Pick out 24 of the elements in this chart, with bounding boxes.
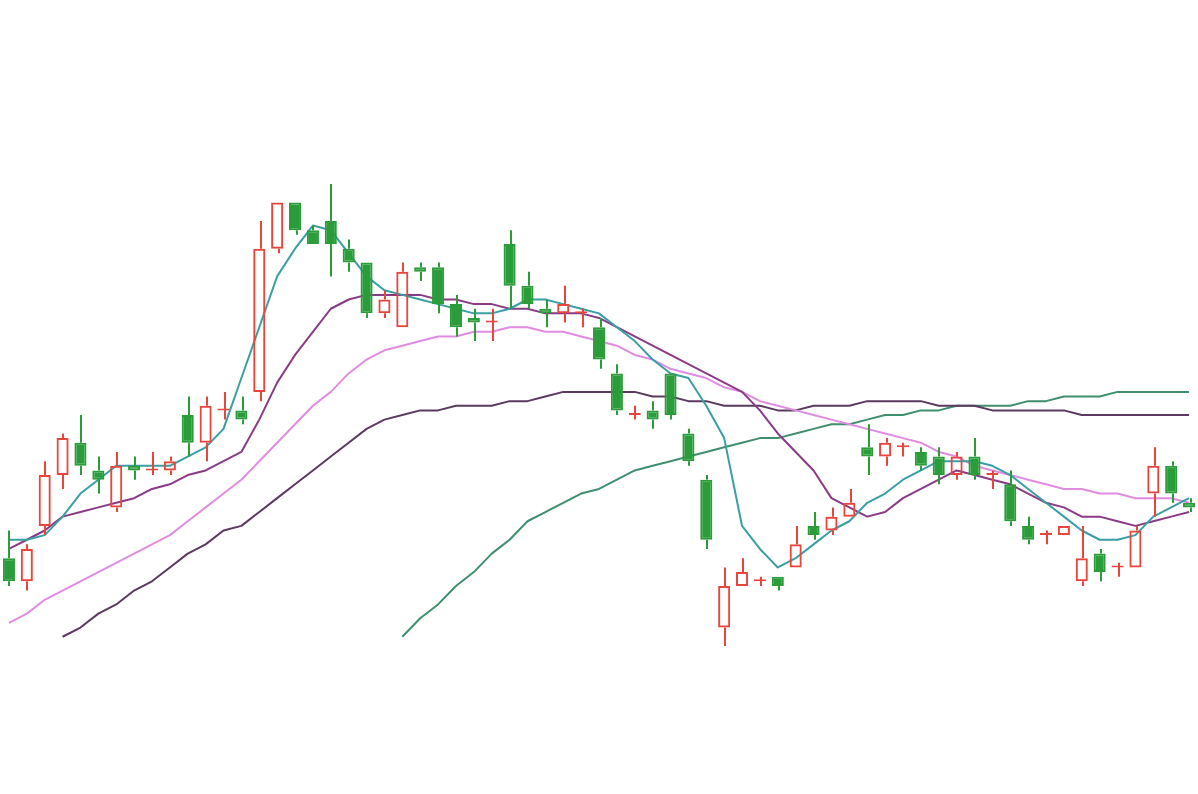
- candlestick: [682, 427, 695, 467]
- candlestick: [324, 183, 337, 278]
- candlestick: [414, 261, 427, 283]
- candlestick: [592, 316, 606, 370]
- candlestick: [700, 474, 713, 550]
- candlestick: [235, 395, 248, 426]
- candlestick: [181, 395, 194, 458]
- candlestick: [432, 261, 445, 315]
- candlestick: [92, 455, 105, 495]
- candlestick: [1165, 460, 1178, 504]
- candlestick: [503, 229, 516, 310]
- candlestick: [289, 202, 302, 236]
- candlestick: [861, 423, 874, 477]
- candlestick: [646, 400, 659, 430]
- candlestick: [771, 576, 784, 592]
- candlestick: [1004, 469, 1017, 527]
- candlestick: [74, 414, 87, 477]
- candlestick: [467, 307, 480, 343]
- candlestick: [664, 373, 677, 421]
- candlestick: [610, 363, 623, 416]
- candlestick: [342, 238, 355, 273]
- candlestick: [2, 529, 15, 587]
- candlestick: [449, 293, 462, 338]
- candlestick: [360, 262, 373, 319]
